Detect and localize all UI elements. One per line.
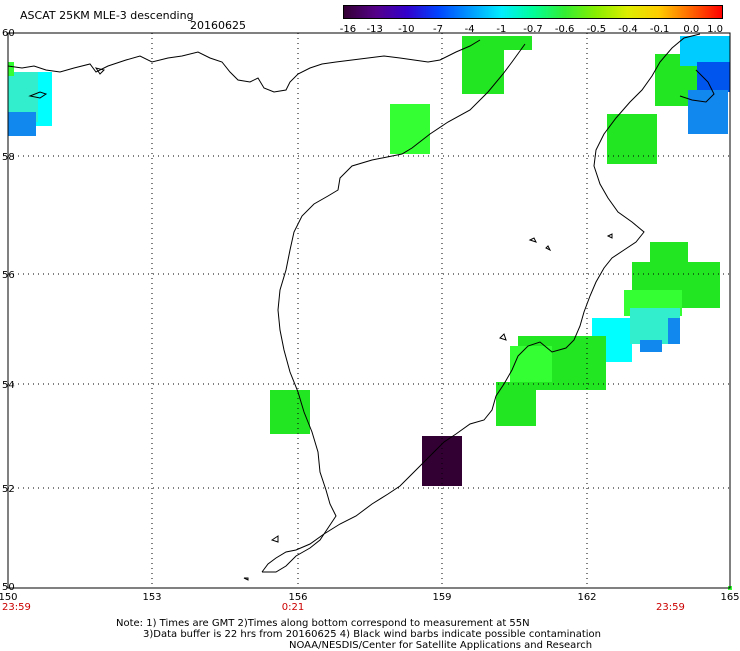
colorbar [343, 5, 723, 19]
lon-label-162: 162 [577, 592, 597, 603]
swath-cell [668, 318, 680, 344]
swath-cell [8, 112, 36, 136]
swath-cell [8, 62, 14, 76]
colorbar-tick-label: -0.4 [618, 24, 638, 35]
lon-label-156: 156 [288, 592, 308, 603]
map-border [7, 32, 731, 589]
colorbar-tick-label: -16 [339, 24, 357, 35]
colorbar-tick-label: -1 [496, 24, 507, 35]
colorbar-tick-label: -0.7 [523, 24, 543, 35]
colorbar-tick-label: 1.0 [707, 24, 723, 35]
lat-label-60: 60 [2, 28, 15, 39]
swath-cell [270, 390, 310, 434]
lat-label-56: 56 [2, 270, 15, 281]
swath-cell [390, 104, 430, 154]
time-label-2: 0:21 [281, 602, 305, 613]
product-title: ASCAT 25KM MLE-3 descending [20, 9, 194, 22]
lon-label-153: 153 [142, 592, 162, 603]
colorbar-tick-label: -0.5 [586, 24, 607, 35]
swath-cell [496, 382, 536, 426]
colorbar-tick-label: -0.6 [554, 24, 575, 35]
swath-cell [650, 242, 688, 262]
lat-label-58: 58 [2, 152, 15, 163]
product-date: 20160625 [190, 19, 246, 32]
graticule [8, 33, 730, 588]
lon-label-165: 165 [720, 592, 740, 603]
ascat-swath [8, 36, 732, 590]
swath-cell [510, 346, 552, 382]
swath-cell [462, 48, 504, 94]
swath-cell [640, 340, 662, 352]
time-label-1: 23:59 [2, 602, 31, 613]
colorbar-tick-label: -13 [366, 24, 383, 35]
swath-cell [560, 336, 606, 390]
note-line-1: Note: 1) Times are GMT 2)Times along bot… [116, 618, 530, 629]
swath-cell [688, 90, 728, 134]
lon-label-150: 150 [0, 592, 18, 603]
colorbar-tick-label: 0.0 [683, 24, 700, 35]
colorbar-tick-label: -4 [464, 24, 475, 35]
colorbar-tick-label: -7 [433, 24, 443, 35]
swath-cell [697, 62, 730, 92]
note-line-3: NOAA/NESDIS/Center for Satellite Applica… [289, 640, 593, 651]
colorbar-tick-label: -0.1 [649, 24, 670, 35]
lon-label-159: 159 [432, 592, 452, 603]
lat-label-50: 50 [2, 582, 15, 593]
swath-cell [462, 36, 532, 50]
swath-cell [680, 36, 730, 66]
lat-label-52: 52 [2, 484, 15, 495]
coastline [7, 33, 715, 581]
note-line-2: 3)Data buffer is 22 hrs from 20160625 4)… [143, 629, 601, 640]
time-label-3: 23:59 [656, 602, 685, 613]
colorbar-tick-label: -10 [398, 24, 415, 35]
lat-label-54: 54 [2, 380, 15, 391]
swath-cell [607, 114, 657, 164]
